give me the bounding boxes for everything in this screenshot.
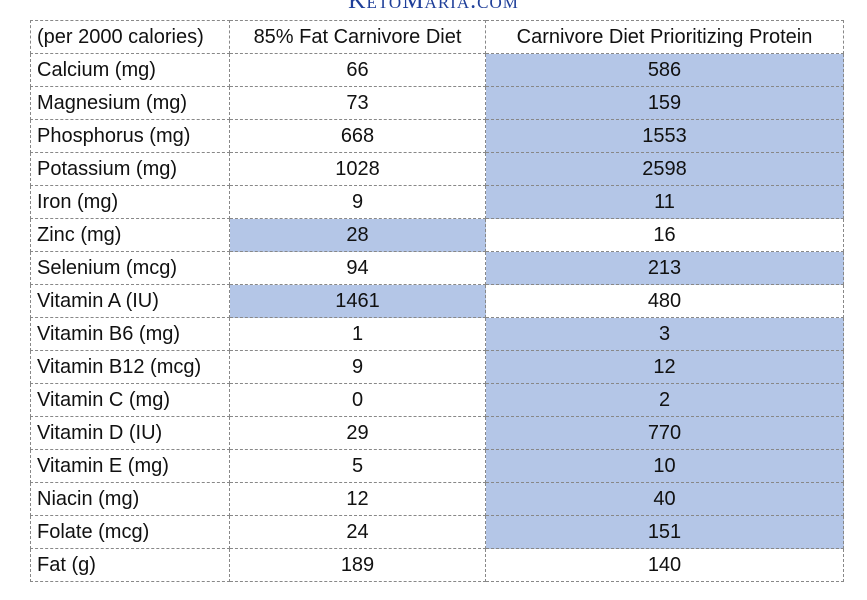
table-row: Vitamin B12 (mcg) 9 12: [30, 350, 844, 384]
value-cell: 3: [485, 317, 844, 351]
table-row: Niacin (mg) 12 40: [30, 482, 844, 516]
value-cell: 159: [485, 86, 844, 120]
table-row: Selenium (mcg) 94 213: [30, 251, 844, 285]
value-cell: 586: [485, 53, 844, 87]
nutrient-label: Calcium (mg): [30, 53, 230, 87]
value-cell: 1553: [485, 119, 844, 153]
header-row: (per 2000 calories) 85% Fat Carnivore Die…: [30, 20, 844, 54]
nutrient-label: Zinc (mg): [30, 218, 230, 252]
value-cell: 770: [485, 416, 844, 450]
table-row: Calcium (mg) 66 586: [30, 53, 844, 87]
nutrient-label: Vitamin B12 (mcg): [30, 350, 230, 384]
table-row: Zinc (mg) 28 16: [30, 218, 844, 252]
site-title: KetoMaria.com: [348, 0, 519, 14]
column-header: 85% Fat Carnivore Diet: [229, 20, 486, 54]
table-row: Vitamin C (mg) 0 2: [30, 383, 844, 417]
value-cell: 29: [229, 416, 486, 450]
nutrient-label: Vitamin E (mg): [30, 449, 230, 483]
column-header: (per 2000 calories): [30, 20, 230, 54]
value-cell: 2: [485, 383, 844, 417]
value-cell: 16: [485, 218, 844, 252]
nutrient-label: Folate (mcg): [30, 515, 230, 549]
value-cell: 40: [485, 482, 844, 516]
value-cell: 151: [485, 515, 844, 549]
value-cell: 0: [229, 383, 486, 417]
column-header: Carnivore Diet Prioritizing Protein: [485, 20, 844, 54]
table-row: Vitamin E (mg) 5 10: [30, 449, 844, 483]
value-cell: 10: [485, 449, 844, 483]
value-cell: 9: [229, 350, 486, 384]
value-cell: 24: [229, 515, 486, 549]
value-cell: 668: [229, 119, 486, 153]
table-row: Folate (mcg) 24 151: [30, 515, 844, 549]
value-cell: 12: [229, 482, 486, 516]
value-cell: 1461: [229, 284, 486, 318]
nutrient-label: Phosphorus (mg): [30, 119, 230, 153]
value-cell: 5: [229, 449, 486, 483]
value-cell: 213: [485, 251, 844, 285]
nutrient-label: Vitamin B6 (mg): [30, 317, 230, 351]
table-row: Phosphorus (mg) 668 1553: [30, 119, 844, 153]
value-cell: 94: [229, 251, 486, 285]
value-cell: 11: [485, 185, 844, 219]
table-row: Vitamin D (IU) 29 770: [30, 416, 844, 450]
nutrient-label: Vitamin D (IU): [30, 416, 230, 450]
table-row: Vitamin A (IU) 1461 480: [30, 284, 844, 318]
value-cell: 9: [229, 185, 486, 219]
nutrient-label: Selenium (mcg): [30, 251, 230, 285]
table-row: Magnesium (mg) 73 159: [30, 86, 844, 120]
nutrient-label: Niacin (mg): [30, 482, 230, 516]
value-cell: 66: [229, 53, 486, 87]
value-cell: 140: [485, 548, 844, 582]
value-cell: 12: [485, 350, 844, 384]
value-cell: 1028: [229, 152, 486, 186]
table-row: Iron (mg) 9 11: [30, 185, 844, 219]
value-cell: 28: [229, 218, 486, 252]
nutrient-label: Iron (mg): [30, 185, 230, 219]
table-row: Vitamin B6 (mg) 1 3: [30, 317, 844, 351]
value-cell: 73: [229, 86, 486, 120]
value-cell: 2598: [485, 152, 844, 186]
table-row: Potassium (mg) 1028 2598: [30, 152, 844, 186]
nutrient-label: Vitamin A (IU): [30, 284, 230, 318]
value-cell: 1: [229, 317, 486, 351]
nutrient-label: Fat (g): [30, 548, 230, 582]
value-cell: 480: [485, 284, 844, 318]
nutrient-label: Vitamin C (mg): [30, 383, 230, 417]
nutrient-label: Potassium (mg): [30, 152, 230, 186]
nutrient-table: (per 2000 calories) 85% Fat Carnivore Die…: [30, 20, 844, 582]
table-row: Fat (g) 189 140: [30, 548, 844, 582]
value-cell: 189: [229, 548, 486, 582]
nutrient-label: Magnesium (mg): [30, 86, 230, 120]
